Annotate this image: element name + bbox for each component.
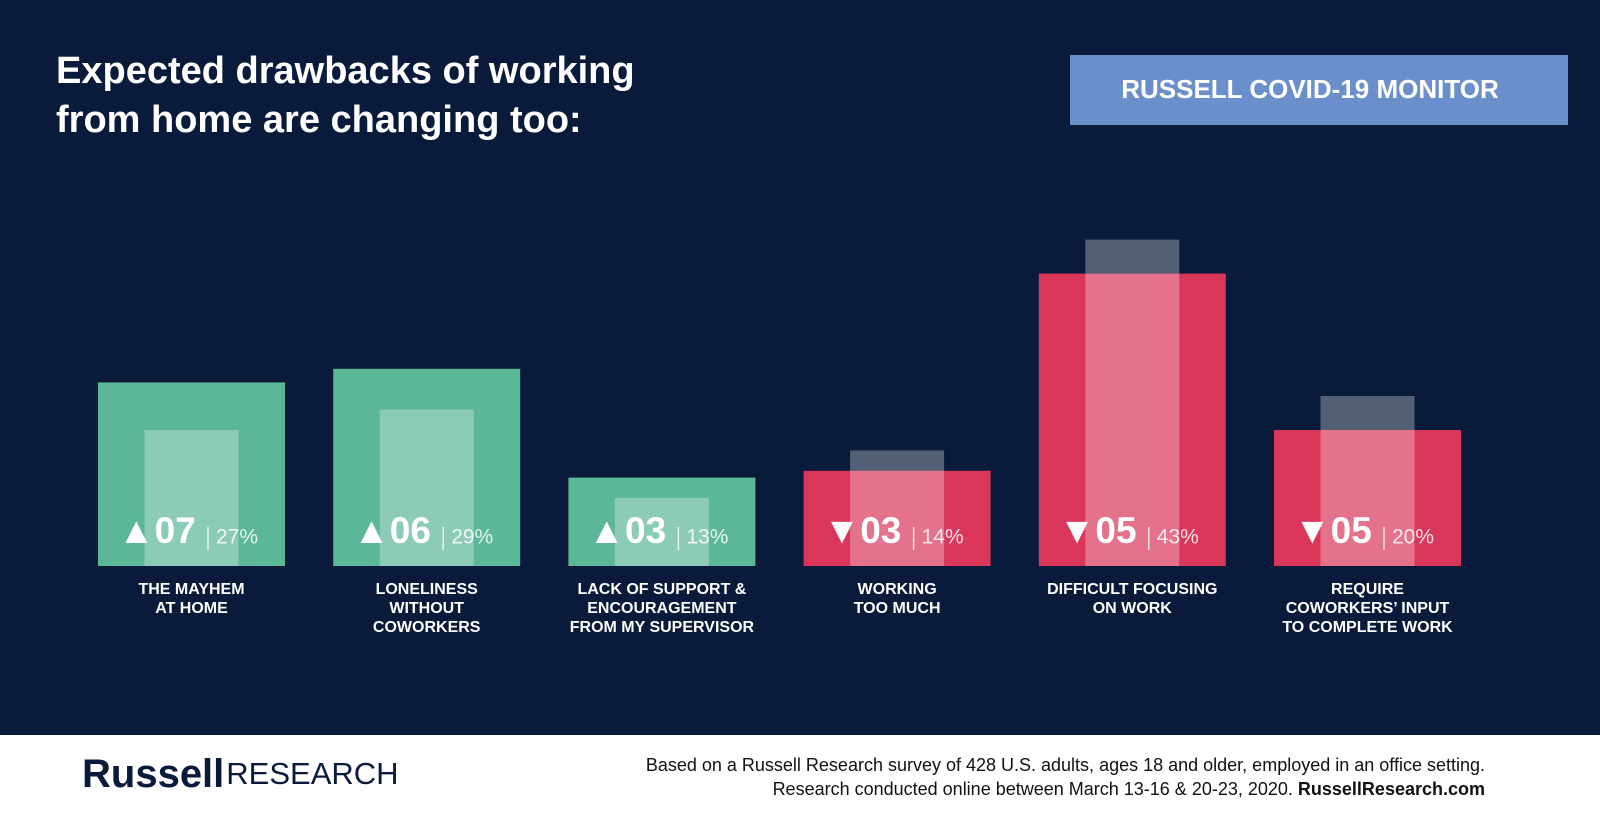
x-tick-label: ON WORK [1093,600,1173,617]
bar [568,477,756,566]
value-label: 20% [1392,526,1434,549]
change-label: ▲03 [588,510,666,551]
footnote-text: Research conducted online between March … [773,779,1293,799]
x-tick-label: AT HOME [155,600,228,617]
previous-bar [1085,239,1180,566]
chart-title: Expected drawbacks of working [56,50,635,92]
x-tick-label: COWORKERS [373,619,481,636]
x-tick-label: REQUIRE [1331,581,1404,598]
previous-bar [379,409,474,566]
x-tick-label: DIFFICULT FOCUSING [1047,581,1217,598]
bar [333,368,521,566]
x-tick-label: LONELINESS [376,581,479,598]
footnote: Based on a Russell Research survey of 42… [646,755,1485,775]
previous-bar [1320,396,1415,566]
footer-band [0,735,1600,834]
footnote: Research conducted online between March … [773,779,1485,799]
value-label: 14% [922,526,964,549]
change-label: ▼03 [824,510,902,551]
x-tick-label: ENCOURAGEMENT [587,600,737,617]
previous-bar [614,498,709,566]
bar [1038,273,1226,566]
x-tick-label: COWORKERS’ INPUT [1286,600,1450,617]
logo-light: RESEARCH [226,756,398,791]
x-tick-label: FROM MY SUPERVISOR [570,619,755,636]
x-tick-label: TO COMPLETE WORK [1282,619,1453,636]
value-label: 29% [451,526,493,549]
chart-title: from home are changing too: [56,99,582,141]
value-label: 43% [1157,526,1199,549]
x-tick-label: LACK OF SUPPORT & [577,581,746,598]
x-tick-label: TOO MUCH [854,600,941,617]
value-label: 27% [216,526,258,549]
bar [1274,430,1461,566]
badge-box [1070,55,1568,125]
x-tick-label: WITHOUT [389,600,464,617]
previous-bar [850,450,945,566]
x-tick-label: WORKING [858,581,937,598]
change-label: ▲07 [118,510,196,551]
change-label: ▼05 [1059,510,1137,551]
value-label: 13% [686,526,728,549]
logo-bold: Russell [82,752,224,796]
change-label: ▼05 [1294,510,1372,551]
x-tick-label: THE MAYHEM [138,581,244,598]
previous-bar [144,430,239,566]
logo: RussellRESEARCH [82,752,399,796]
badge: RUSSELL COVID-19 MONITOR [1121,74,1499,104]
change-label: ▲06 [353,510,431,551]
footnote-link: RussellResearch.com [1298,779,1485,799]
bar [98,382,285,566]
bar [803,470,991,566]
